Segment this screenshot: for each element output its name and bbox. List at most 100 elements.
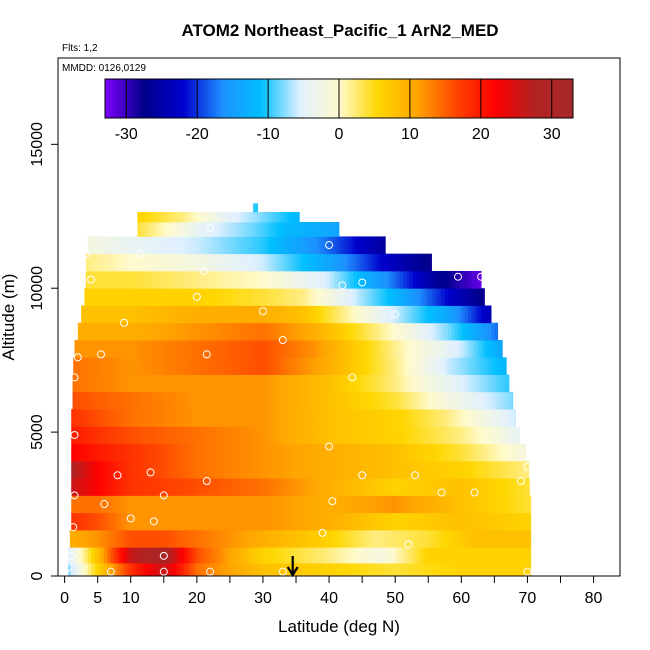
heatmap-cell (167, 236, 171, 255)
heatmap-cell (358, 340, 363, 358)
heatmap-cell (440, 357, 444, 375)
heatmap-cell (196, 563, 201, 576)
heatmap-cell (231, 270, 235, 289)
heatmap-cell (167, 322, 171, 341)
heatmap-cell (97, 305, 102, 324)
heatmap-cell (213, 409, 218, 427)
heatmap-cell (134, 495, 138, 514)
heatmap-cell (342, 409, 347, 427)
heatmap-cell (218, 270, 222, 289)
heatmap-cell (110, 305, 115, 324)
heatmap-cell (246, 288, 251, 306)
heatmap-cell (527, 512, 532, 531)
heatmap-cell (292, 426, 297, 445)
heatmap-cell (213, 222, 218, 237)
heatmap-cell (274, 270, 278, 289)
heatmap-cell (315, 322, 320, 341)
heatmap-cell (428, 563, 432, 576)
heatmap-cell (137, 222, 142, 237)
heatmap-cell (448, 288, 452, 306)
heatmap-cell (477, 512, 482, 531)
heatmap-cell (216, 478, 221, 496)
heatmap-cell (352, 563, 356, 576)
heatmap-cell (76, 357, 81, 375)
heatmap-cell (307, 357, 312, 375)
heatmap-cell (401, 563, 406, 576)
heatmap-cell (456, 357, 461, 375)
heatmap-cell (497, 547, 502, 564)
heatmap-cell (400, 357, 405, 375)
heatmap-cell (481, 426, 485, 445)
heatmap-cell (438, 305, 442, 324)
heatmap-cell (373, 374, 378, 393)
sample-point (206, 567, 215, 576)
heatmap-cell (415, 478, 419, 496)
heatmap-cell (210, 305, 214, 324)
y-tick-label: 10000 (29, 266, 46, 311)
heatmap-cell (312, 547, 317, 564)
heatmap-cell (422, 391, 427, 410)
heatmap-cell (325, 495, 330, 514)
heatmap-cell (348, 512, 353, 531)
heatmap-cell (481, 563, 485, 576)
heatmap-cell (304, 357, 309, 375)
heatmap-cell (259, 211, 264, 223)
heatmap-cell (210, 409, 214, 427)
heatmap-cell (251, 253, 255, 272)
heatmap-cell (451, 409, 456, 427)
heatmap-cell (403, 374, 407, 393)
heatmap-cell (160, 495, 165, 514)
heatmap-cell (137, 426, 142, 445)
heatmap-cell (305, 236, 310, 255)
heatmap-cell (140, 495, 145, 514)
heatmap-cell (253, 322, 257, 341)
heatmap-cell (239, 547, 244, 564)
heatmap-cell (221, 391, 226, 410)
heatmap-cell (190, 495, 194, 514)
heatmap-cell (375, 409, 380, 427)
heatmap-cell (160, 322, 165, 341)
heatmap-cell (418, 443, 423, 462)
heatmap-cell (325, 322, 330, 341)
heatmap-cell (311, 529, 315, 548)
heatmap-cell (381, 426, 386, 445)
heatmap-cell (355, 547, 360, 564)
heatmap-cell (173, 563, 178, 576)
heatmap-cell (114, 288, 118, 306)
heatmap-cell (96, 529, 101, 548)
heatmap-cell (120, 495, 125, 514)
heatmap-cell (203, 211, 208, 223)
heatmap-cell (170, 563, 175, 576)
heatmap-cell (389, 253, 394, 272)
heatmap-cell (243, 547, 247, 564)
heatmap-cell (160, 222, 165, 237)
heatmap-cell (204, 374, 209, 393)
heatmap-cell (196, 495, 201, 514)
heatmap-cell (383, 357, 388, 375)
heatmap-cell (399, 374, 404, 393)
heatmap-cell (186, 495, 191, 514)
heatmap-cell (173, 288, 178, 306)
heatmap-cell (431, 478, 436, 496)
heatmap-cell (98, 253, 103, 272)
heatmap-cell (464, 305, 469, 324)
heatmap-cell (375, 443, 380, 462)
heatmap-cell (497, 495, 502, 514)
heatmap-cell (213, 495, 218, 514)
heatmap-cell (332, 426, 337, 445)
heatmap-cell (210, 340, 214, 358)
heatmap-cell (97, 512, 102, 531)
heatmap-cell (475, 374, 480, 393)
heatmap-cell (389, 391, 394, 410)
heatmap-cell (157, 478, 161, 496)
heatmap-cell (431, 322, 436, 341)
heatmap-cell (299, 443, 304, 462)
heatmap-cell (117, 512, 122, 531)
heatmap-cell (474, 322, 479, 341)
heatmap-cell (407, 529, 411, 548)
heatmap-cell (489, 374, 493, 393)
heatmap-cell (155, 391, 159, 410)
heatmap-cell (485, 391, 490, 410)
heatmap-cell (315, 547, 320, 564)
heatmap-cell (100, 409, 105, 427)
